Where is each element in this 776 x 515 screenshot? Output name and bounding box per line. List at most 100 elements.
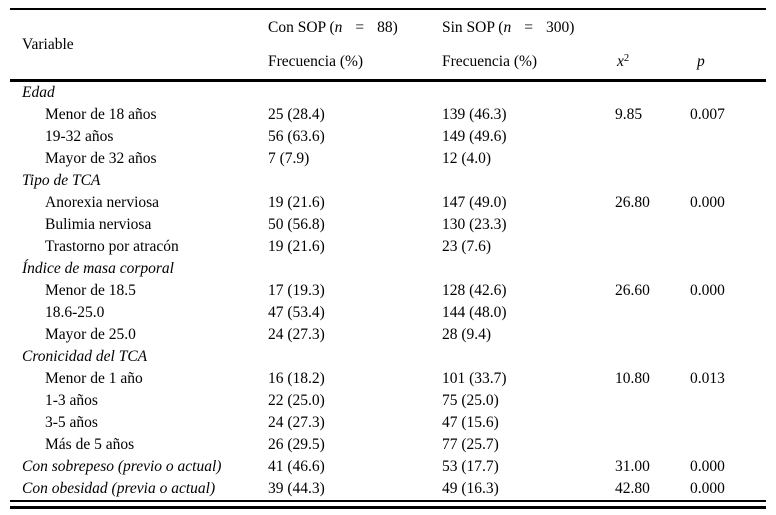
table-row: Edad [10, 81, 766, 105]
chi-square-value [615, 170, 690, 192]
con-sop-equals: = [355, 18, 365, 36]
p-value: 0.000 [690, 478, 766, 502]
freq-con-sop-value: 17 (19.3) [268, 282, 325, 299]
chi-square-value [615, 236, 690, 258]
p-value [690, 434, 766, 456]
chi-square-value [615, 324, 690, 346]
freq-con-sop-value: 26 (29.5) [268, 436, 325, 453]
header-row-2: Frecuencia (%) Frecuencia (%) x2 p [10, 45, 766, 81]
row-label: Anorexia nerviosa [45, 194, 160, 211]
table-row: 18.6-25.0 47 (53.4) 144 (48.0) [10, 302, 766, 324]
freq-sin-sop-value: 149 (49.6) [442, 128, 507, 145]
table-row: 19-32 años 56 (63.6) 149 (49.6) [10, 126, 766, 148]
row-label: Menor de 1 año [45, 370, 143, 387]
freq-con-sop-value: 25 (28.4) [268, 106, 325, 123]
freq-sin-sop-value: 128 (42.6) [442, 282, 507, 299]
chi-square-value: 9.85 [615, 106, 643, 123]
chi-square-value [615, 81, 690, 105]
p-value [690, 81, 766, 105]
p-value [690, 324, 766, 346]
freq-sin-sop-value: 23 (7.6) [442, 238, 492, 255]
row-label: Menor de 18 años [45, 106, 157, 123]
sin-sop-equals: = [524, 18, 533, 36]
header-row-1: Variable Con SOP (n = 88) Sin SOP (n = 300) [10, 9, 766, 53]
p-value: 0.000 [690, 458, 725, 475]
table-row: 3-5 años 24 (27.3) 47 (15.6) [10, 412, 766, 434]
freq-con-sop-value: 47 (53.4) [268, 304, 325, 321]
freq-con-sop-value: 50 (56.8) [268, 216, 325, 233]
p-value [690, 412, 766, 434]
chi-square-value [615, 214, 690, 236]
chi-square-symbol: x [617, 53, 624, 70]
p-value: 0.000 [690, 282, 725, 299]
row-label: Con sobrepeso (previo o actual) [22, 458, 222, 475]
freq-sin-sop-value: 144 (48.0) [442, 304, 507, 321]
con-sop-n-value: 88) [377, 18, 398, 36]
freq-sin-sop-value: 77 (25.7) [442, 436, 499, 453]
table-row: Menor de 18 años 25 (28.4) 139 (46.3) 9.… [10, 104, 766, 126]
freq-con-sop-value: 39 (44.3) [268, 478, 442, 502]
table-row: 1-3 años 22 (25.0) 75 (25.0) [10, 390, 766, 412]
freq-sin-sop-value: 101 (33.7) [442, 370, 507, 387]
table-row: Mayor de 25.0 24 (27.3) 28 (9.4) [10, 324, 766, 346]
chi-square-value: 10.80 [615, 370, 650, 387]
freq-con-sop-value: 24 (27.3) [268, 326, 325, 343]
freq-sin-sop-value [442, 81, 615, 105]
table-header: Variable Con SOP (n = 88) Sin SOP (n = 300) … [10, 9, 766, 81]
p-value [690, 390, 766, 412]
p-value [690, 258, 766, 280]
freq-sin-sop-value: 12 (4.0) [442, 150, 492, 167]
p-value [690, 170, 766, 192]
freq-sin-sop-value [442, 258, 615, 280]
freq-sin-sop-value: 139 (46.3) [442, 106, 507, 123]
row-label: 1-3 años [45, 392, 98, 409]
row-label: Cronicidad del TCA [22, 348, 148, 365]
header-p-value: p [697, 53, 705, 70]
table-body: Edad Menor de 18 años 25 (28.4) 139 (46.… [10, 81, 766, 502]
chi-square-value [615, 126, 690, 148]
con-sop-n-symbol: n [334, 18, 343, 36]
header-chi-square: x2 [615, 45, 690, 81]
freq-sin-sop-value: 147 (49.0) [442, 194, 507, 211]
freq-con-sop-value: 19 (21.6) [268, 194, 325, 211]
table-row: Mayor de 32 años 7 (7.9) 12 (4.0) [10, 148, 766, 170]
freq-sin-sop-value: 47 (15.6) [442, 414, 499, 431]
freq-sin-sop-value: 130 (23.3) [442, 216, 507, 233]
freq-sin-sop-value [442, 170, 615, 192]
sin-sop-label: Sin SOP ( [442, 18, 504, 36]
row-label: Edad [22, 84, 55, 101]
header-spacer-1 [615, 9, 690, 45]
table-row: Tipo de TCA [10, 170, 766, 192]
freq-con-sop-value: 41 (46.6) [268, 458, 325, 475]
p-value: 0.013 [690, 370, 725, 387]
chi-square-value: 31.00 [615, 458, 650, 475]
chi-square-value [615, 148, 690, 170]
freq-con-sop-value [268, 81, 442, 105]
chi-square-value [615, 346, 690, 368]
bottom-rule [10, 506, 766, 509]
table-row: Más de 5 años 26 (29.5) 77 (25.7) [10, 434, 766, 456]
freq-con-sop-value [268, 346, 442, 368]
chi-square-value [615, 412, 690, 434]
table-row: Cronicidad del TCA [10, 346, 766, 368]
p-value [690, 126, 766, 148]
chi-square-value: 26.80 [615, 194, 650, 211]
row-label: Mayor de 32 años [45, 150, 157, 167]
row-label: 18.6-25.0 [45, 304, 105, 321]
data-table: Variable Con SOP (n = 88) Sin SOP (n = 300) … [10, 8, 766, 502]
p-value: 0.000 [690, 194, 725, 211]
table-row: Anorexia nerviosa 19 (21.6) 147 (49.0) 2… [10, 192, 766, 214]
p-value [690, 346, 766, 368]
header-sin-sop: Sin SOP (n = 300) [442, 9, 615, 45]
header-con-sop: Con SOP (n = 88) [268, 9, 442, 45]
header-spacer-2 [690, 9, 766, 45]
row-label: 19-32 años [45, 128, 114, 145]
table-row: Con obesidad (previa o actual) 39 (44.3)… [10, 478, 766, 502]
row-label: Tipo de TCA [22, 172, 101, 189]
freq-con-sop-value [268, 170, 442, 192]
header-variable: Variable [22, 35, 74, 53]
sin-sop-n-symbol: n [503, 18, 512, 36]
row-label: Índice de masa corporal [22, 260, 174, 277]
header-frecuencia-con-sop: Frecuencia (%) [268, 53, 364, 70]
row-label: 3-5 años [45, 414, 98, 431]
